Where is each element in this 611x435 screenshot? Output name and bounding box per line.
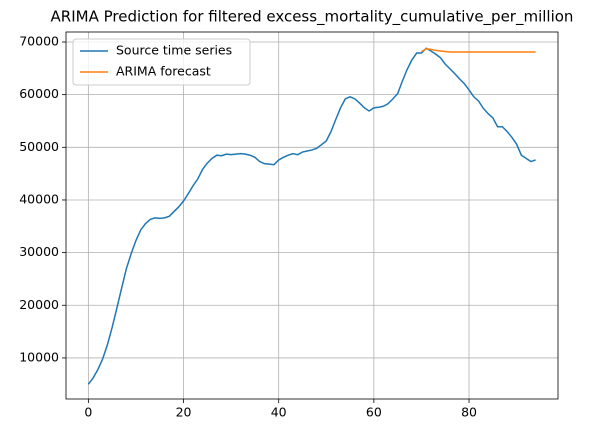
y-tick-label: 50000: [19, 139, 59, 154]
x-tick-label: 20: [176, 405, 192, 420]
x-tick-label: 0: [84, 405, 92, 420]
y-tick-label: 30000: [19, 244, 59, 259]
series-line: [421, 48, 536, 53]
legend-label: Source time series: [116, 43, 232, 58]
x-tick-label: 80: [461, 405, 477, 420]
chart-title: ARIMA Prediction for filtered excess_mor…: [51, 8, 574, 27]
legend-box: [72, 38, 251, 86]
series-line: [87, 47, 536, 385]
y-tick-label: 10000: [19, 349, 59, 364]
y-tick-label: 40000: [19, 191, 59, 206]
plot-frame: [65, 31, 559, 400]
y-tick-label: 20000: [19, 297, 59, 312]
x-tick-label: 40: [271, 405, 287, 420]
y-tick-label: 70000: [19, 34, 59, 49]
x-tick-label: 60: [366, 405, 382, 420]
legend-label: ARIMA forecast: [116, 64, 211, 79]
y-tick-label: 60000: [19, 86, 59, 101]
